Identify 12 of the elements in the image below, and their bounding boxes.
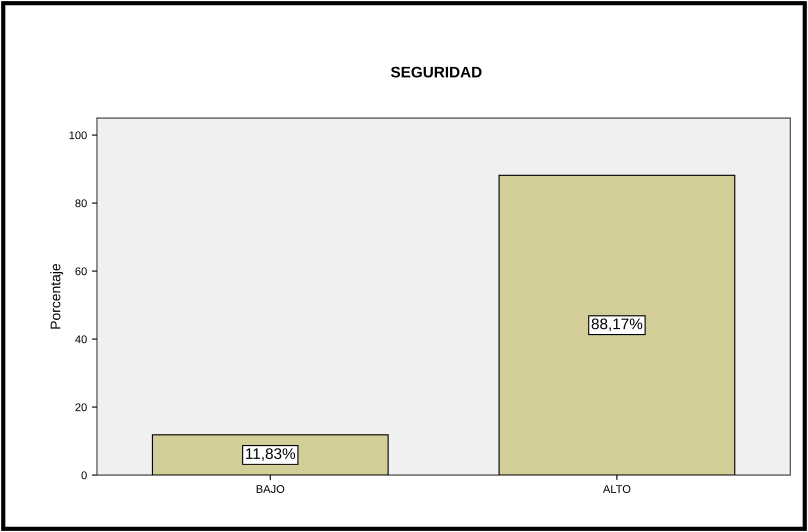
chart-title: SEGURIDAD — [390, 66, 482, 78]
y-tick-label: 60 — [75, 267, 87, 276]
y-tick-label: 0 — [81, 471, 87, 480]
x-tick-label: BAJO — [256, 485, 284, 493]
y-tick-label: 80 — [75, 199, 87, 208]
data-label: 11,83% — [246, 448, 296, 461]
y-axis-title: Porcentaje — [50, 264, 64, 329]
data-label: 88,17% — [592, 318, 642, 332]
y-tick-label: 100 — [70, 131, 87, 140]
x-tick-label: ALTO — [602, 485, 630, 493]
y-tick-label: 40 — [75, 335, 87, 344]
y-tick-label: 20 — [75, 403, 87, 412]
